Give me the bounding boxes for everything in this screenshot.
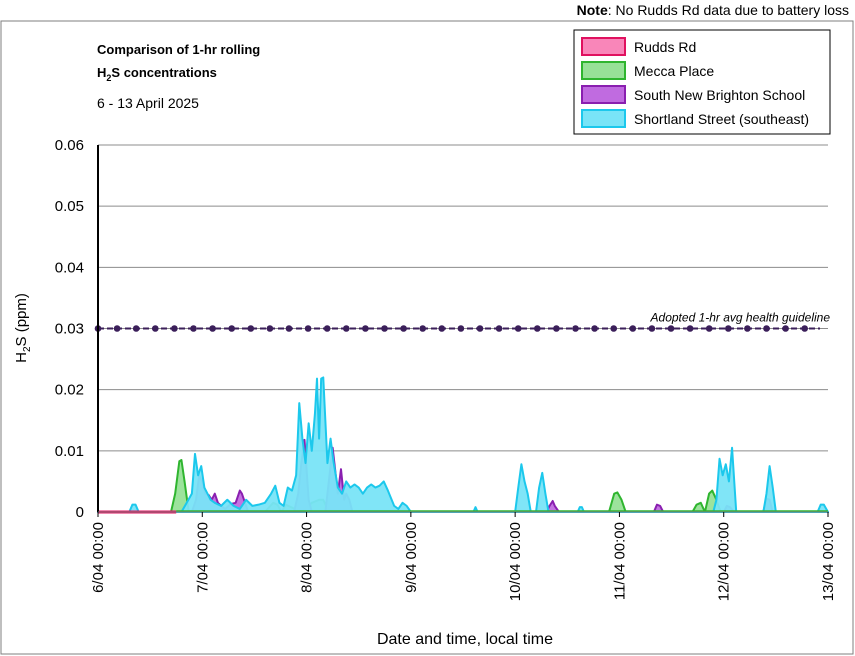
y-tick-label: 0 [76, 504, 84, 521]
chart-title-line2: H2S concentrations [97, 65, 217, 83]
legend-swatch [581, 85, 626, 104]
guideline-marker [686, 325, 694, 332]
legend-label: Mecca Place [634, 63, 714, 79]
guideline-marker [495, 325, 503, 332]
legend-label: Rudds Rd [634, 39, 696, 55]
guideline-marker [648, 325, 656, 332]
guideline-marker [438, 325, 446, 332]
x-axis-label: Date and time, local time [377, 631, 553, 648]
guideline-marker [801, 325, 808, 332]
x-tick-label: 7/04 00:00 [194, 522, 211, 593]
x-tick-label: 9/04 00:00 [403, 522, 420, 593]
legend-swatch [581, 37, 626, 56]
note-text: : No Rudds Rd data due to battery loss [607, 2, 849, 18]
x-tick-label: 6/04 00:00 [90, 522, 107, 593]
x-tick-label: 10/04 00:00 [507, 522, 524, 601]
guideline-marker [419, 325, 427, 332]
guideline-marker [113, 325, 121, 332]
guideline-marker [228, 325, 235, 332]
guideline-marker [725, 325, 732, 332]
guideline-marker [209, 325, 216, 332]
guideline-marker [572, 325, 579, 332]
guideline-marker [553, 325, 560, 332]
legend-label: South New Brighton School [634, 87, 805, 103]
guideline-marker [400, 325, 407, 332]
axes: 6/04 00:00 7/04 00:00 8/04 00:00 9/04 00:00… [90, 145, 837, 601]
series-area-3 [97, 376, 829, 513]
guideline-marker [190, 325, 197, 332]
legend-swatch [581, 61, 626, 80]
y-tick-label: 0.05 [55, 198, 84, 215]
guideline-marker [457, 325, 465, 332]
chart-subtitle: 6 - 13 April 2025 [97, 95, 199, 111]
x-tick-label: 12/04 00:00 [716, 522, 733, 601]
guideline-marker [629, 325, 637, 332]
guideline-marker [247, 325, 255, 332]
y-tick-label: 0.06 [55, 137, 84, 154]
guideline-marker [343, 325, 350, 332]
legend-swatch [581, 109, 626, 128]
guideline-label: Adopted 1-hr avg health guideline [650, 311, 831, 325]
guideline-marker [381, 325, 388, 332]
y-axis-label: H2S (ppm) [13, 293, 33, 363]
guideline-marker [667, 325, 675, 332]
note-label: Note [576, 2, 608, 18]
guideline-marker [152, 325, 159, 332]
legend-label: Shortland Street (southeast) [634, 111, 809, 127]
guideline-marker [285, 325, 293, 332]
guideline-marker [266, 325, 274, 332]
y-tick-label: 0.02 [55, 382, 84, 399]
guideline-marker [744, 325, 751, 332]
x-tick-label: 13/04 00:00 [820, 522, 837, 601]
battery-note: Note: No Rudds Rd data due to battery lo… [577, 2, 849, 18]
guideline-marker [171, 325, 178, 332]
guideline-marker [610, 325, 617, 332]
guideline-marker [534, 325, 541, 332]
guideline-marker [591, 325, 598, 332]
x-tick-label: 11/04 00:00 [611, 522, 628, 600]
guideline-marker [323, 325, 331, 332]
guideline-marker [304, 325, 312, 332]
guideline-marker [763, 325, 770, 332]
guideline-marker [514, 325, 522, 332]
guideline-marker [782, 325, 789, 332]
x-tick-label: 8/04 00:00 [299, 522, 316, 593]
guideline-marker [705, 325, 713, 332]
y-tick-label: 0.03 [55, 321, 84, 338]
guideline-marker [476, 325, 484, 332]
guideline-marker [362, 325, 369, 332]
y-tick-label: 0.01 [55, 443, 84, 460]
legend: Rudds Rd Mecca Place South New Brighton Sc… [573, 29, 831, 135]
guideline: Adopted 1-hr avg health guideline [94, 311, 831, 332]
guideline-marker [132, 325, 140, 332]
y-tick-label: 0.04 [55, 259, 84, 276]
chart-title-line1: Comparison of 1-hr rolling [97, 42, 260, 57]
